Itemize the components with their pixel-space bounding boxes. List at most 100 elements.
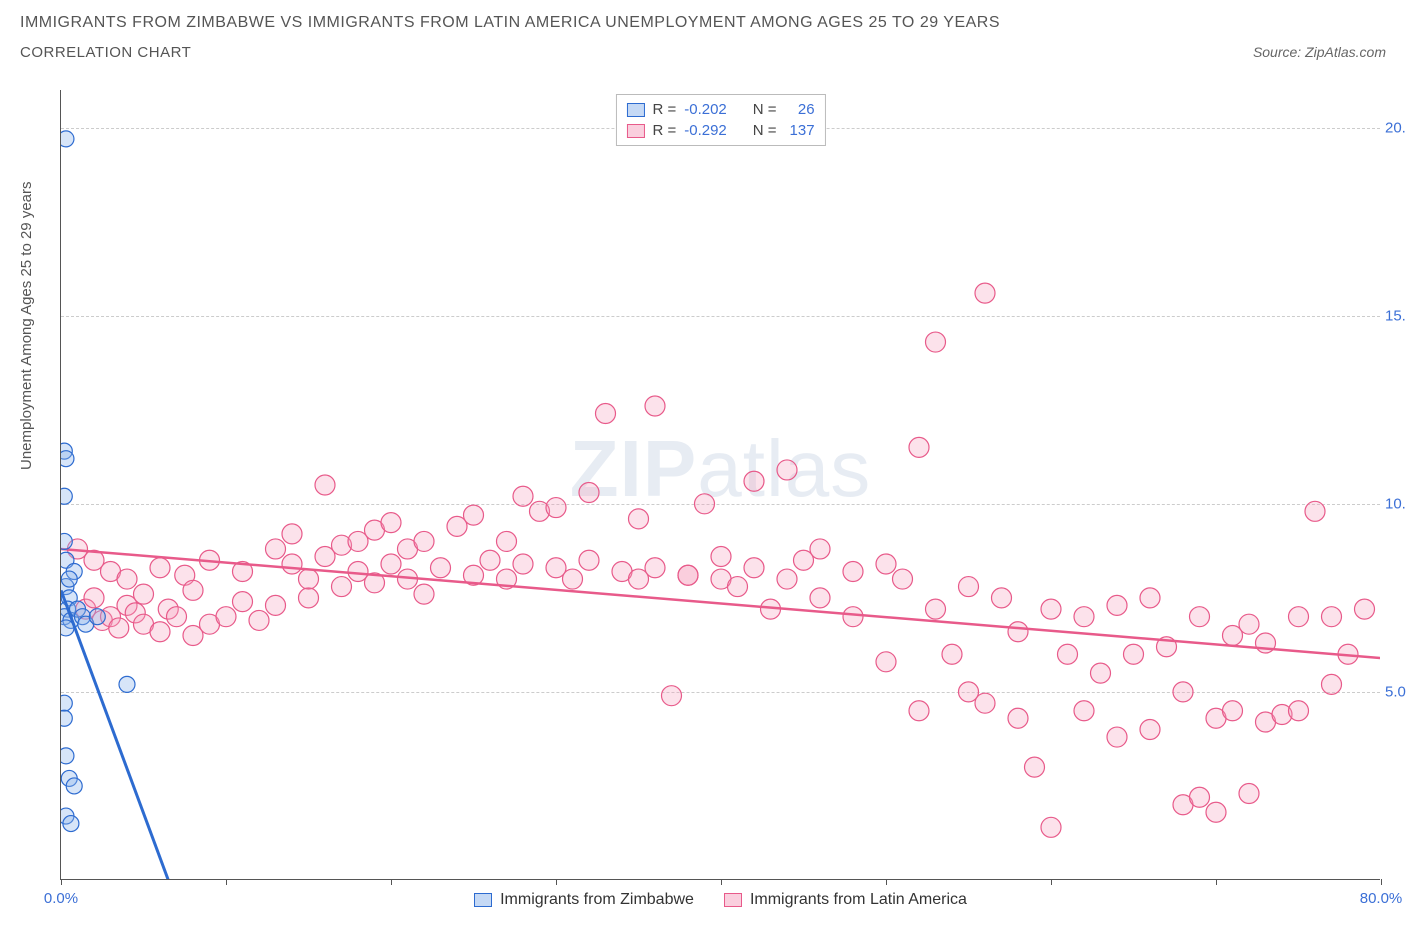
scatter-point xyxy=(926,599,946,619)
r-label: R = xyxy=(652,99,676,120)
scatter-point xyxy=(1173,682,1193,702)
scatter-point xyxy=(563,569,583,589)
x-tick xyxy=(1051,879,1052,885)
scatter-point xyxy=(1206,802,1226,822)
chart-title-block: IMMIGRANTS FROM ZIMBABWE VS IMMIGRANTS F… xyxy=(20,14,1000,61)
legend-label-pink: Immigrants from Latin America xyxy=(750,891,967,909)
y-tick-label: 20.0% xyxy=(1385,119,1406,136)
scatter-point xyxy=(66,778,82,794)
scatter-point xyxy=(1091,663,1111,683)
scatter-point xyxy=(645,396,665,416)
r-label-2: R = xyxy=(652,120,676,141)
scatter-point xyxy=(926,332,946,352)
title-line-2: CORRELATION CHART xyxy=(20,44,1000,61)
scatter-point xyxy=(282,554,302,574)
scatter-point xyxy=(480,550,500,570)
scatter-point xyxy=(249,610,269,630)
scatter-point xyxy=(975,693,995,713)
scatter-point xyxy=(282,524,302,544)
scatter-point xyxy=(629,509,649,529)
x-tick xyxy=(1216,879,1217,885)
scatter-point xyxy=(843,607,863,627)
scatter-point xyxy=(1008,708,1028,728)
scatter-point xyxy=(728,577,748,597)
scatter-point xyxy=(579,550,599,570)
scatter-point xyxy=(678,565,698,585)
scatter-point xyxy=(89,609,105,625)
scatter-point xyxy=(134,584,154,604)
scatter-point xyxy=(167,607,187,627)
x-tick xyxy=(556,879,557,885)
scatter-point xyxy=(777,460,797,480)
y-axis-label: Unemployment Among Ages 25 to 29 years xyxy=(18,181,35,470)
scatter-point xyxy=(909,701,929,721)
scatter-point xyxy=(1041,599,1061,619)
x-tick xyxy=(391,879,392,885)
scatter-point xyxy=(1322,607,1342,627)
scatter-svg xyxy=(61,90,1380,879)
scatter-point xyxy=(596,404,616,424)
source-value: ZipAtlas.com xyxy=(1305,44,1386,60)
scatter-point xyxy=(84,588,104,608)
pink-r-value: -0.292 xyxy=(684,120,727,141)
scatter-point xyxy=(119,676,135,692)
y-tick-label: 5.0% xyxy=(1385,683,1406,700)
scatter-point xyxy=(695,494,715,514)
scatter-point xyxy=(1289,607,1309,627)
scatter-point xyxy=(1355,599,1375,619)
scatter-point xyxy=(150,558,170,578)
n-label: N = xyxy=(753,99,777,120)
x-tick xyxy=(721,879,722,885)
scatter-point xyxy=(1058,644,1078,664)
legend-row-blue: R = -0.202 N = 26 xyxy=(626,99,814,120)
scatter-point xyxy=(183,580,203,600)
scatter-point xyxy=(266,539,286,559)
scatter-point xyxy=(266,595,286,615)
x-tick-label: 0.0% xyxy=(44,890,78,907)
scatter-point xyxy=(150,622,170,642)
scatter-point xyxy=(1140,588,1160,608)
scatter-point xyxy=(1289,701,1309,721)
scatter-point xyxy=(1239,614,1259,634)
scatter-point xyxy=(332,577,352,597)
y-tick-label: 10.0% xyxy=(1385,495,1406,512)
scatter-point xyxy=(109,618,129,638)
scatter-point xyxy=(63,816,79,832)
pink-n-value: 137 xyxy=(785,120,815,141)
scatter-point xyxy=(744,558,764,578)
scatter-point xyxy=(431,558,451,578)
x-tick xyxy=(1381,879,1382,885)
scatter-point xyxy=(1025,757,1045,777)
scatter-point xyxy=(711,546,731,566)
scatter-point xyxy=(117,569,137,589)
scatter-point xyxy=(315,475,335,495)
scatter-point xyxy=(992,588,1012,608)
legend-label-blue: Immigrants from Zimbabwe xyxy=(500,891,694,909)
scatter-point xyxy=(579,483,599,503)
scatter-point xyxy=(497,531,517,551)
scatter-point xyxy=(513,554,533,574)
scatter-point xyxy=(546,498,566,518)
scatter-point xyxy=(909,437,929,457)
scatter-point xyxy=(216,607,236,627)
x-tick-label: 80.0% xyxy=(1360,890,1403,907)
scatter-point xyxy=(810,539,830,559)
blue-r-value: -0.202 xyxy=(684,99,727,120)
series-legend: Immigrants from Zimbabwe Immigrants from… xyxy=(61,891,1380,909)
swatch-pink-icon xyxy=(626,124,644,138)
scatter-point xyxy=(942,644,962,664)
y-tick-label: 15.0% xyxy=(1385,307,1406,324)
scatter-point xyxy=(61,131,74,147)
x-tick xyxy=(61,879,62,885)
scatter-point xyxy=(1223,701,1243,721)
scatter-point xyxy=(414,584,434,604)
legend-row-pink: R = -0.292 N = 137 xyxy=(626,120,814,141)
scatter-point xyxy=(959,577,979,597)
swatch-blue-icon xyxy=(626,103,644,117)
scatter-point xyxy=(61,451,74,467)
scatter-point xyxy=(1305,501,1325,521)
scatter-point xyxy=(777,569,797,589)
scatter-point xyxy=(1041,817,1061,837)
scatter-point xyxy=(662,686,682,706)
title-line-1: IMMIGRANTS FROM ZIMBABWE VS IMMIGRANTS F… xyxy=(20,14,1000,32)
